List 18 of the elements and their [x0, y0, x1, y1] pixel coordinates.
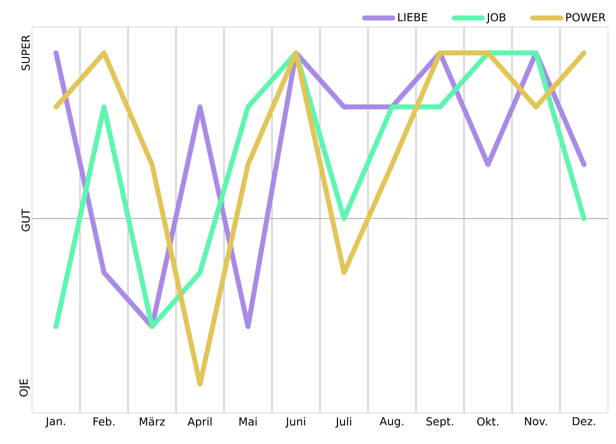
x-tick-label: Nov. [525, 417, 547, 426]
x-tick-label: Sept. [426, 417, 454, 428]
legend-label: POWER [566, 13, 606, 22]
text: SUPER [22, 35, 30, 70]
text: OJE [19, 379, 30, 397]
legend-label: JOB [486, 13, 506, 24]
x-tick-label: Okt. [477, 417, 498, 426]
x-tick-label: Feb. [94, 417, 114, 426]
x-tick-label: Dez. [572, 417, 596, 426]
x-tick-label: April [188, 417, 212, 428]
x-tick-label: Aug. [380, 417, 404, 428]
x-tick-label: Jan. [45, 417, 66, 428]
x-tick-label: März [140, 417, 165, 426]
x-tick-label: Mai [239, 417, 257, 426]
text: GUT [22, 208, 30, 232]
x-tick-label: Juli [335, 417, 352, 428]
legend-label: LIEBE [398, 13, 428, 22]
x-tick-label: Juni [285, 417, 306, 428]
